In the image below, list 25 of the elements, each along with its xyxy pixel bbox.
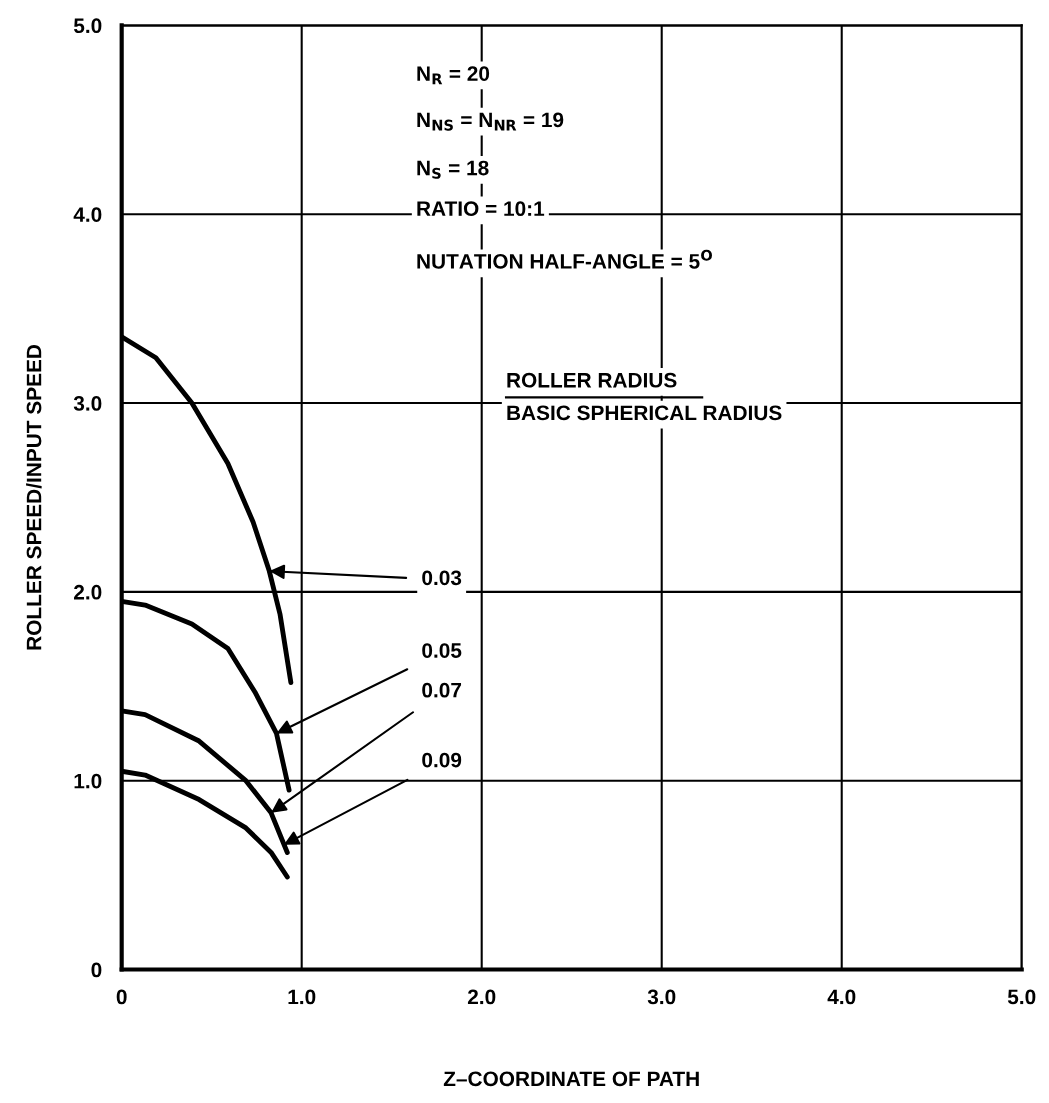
annotation: RATIO = 10:1 (417, 201, 545, 217)
annotation: 0.03 (422, 570, 462, 586)
x-tick-label: 4.0 (827, 989, 856, 1005)
annotation: N$_{NS}$ = N$_{NR}$ = 19 (417, 112, 564, 131)
x-tick-label: 2.0 (467, 989, 496, 1005)
annotation: 0.05 (422, 643, 462, 658)
x-tick-label: 5.0 (1007, 989, 1036, 1005)
y-tick-label: 1.0 (74, 773, 102, 789)
annotation: NUTATION HALF-ANGLE = 5$^{O}$ (417, 249, 712, 269)
annotation: N$_{S}$ = 18 (417, 160, 489, 179)
annotation: N$_{R}$ = 20 (417, 66, 490, 85)
y-tick-label: 2.0 (74, 584, 102, 600)
x-tick-label: 0 (116, 989, 127, 1005)
y-tick-label: 0 (91, 962, 102, 978)
annotation: 0.09 (422, 752, 462, 768)
x-axis-title: Z–COORDINATE OF PATH (443, 1071, 699, 1087)
y-tick-label: 3.0 (73, 396, 102, 411)
annotation: BASIC SPHERICAL RADIUS (507, 405, 782, 421)
y-axis-title: ROLLER SPEED/INPUT SPEED (26, 344, 42, 650)
annotation: ROLLER RADIUS (507, 372, 677, 388)
x-tick-label: 3.0 (647, 989, 676, 1005)
x-tick-label: 1.0 (288, 989, 316, 1005)
annotation: 0.07 (422, 682, 462, 698)
y-tick-label: 5.0 (73, 18, 102, 34)
y-tick-label: 4.0 (73, 207, 102, 222)
